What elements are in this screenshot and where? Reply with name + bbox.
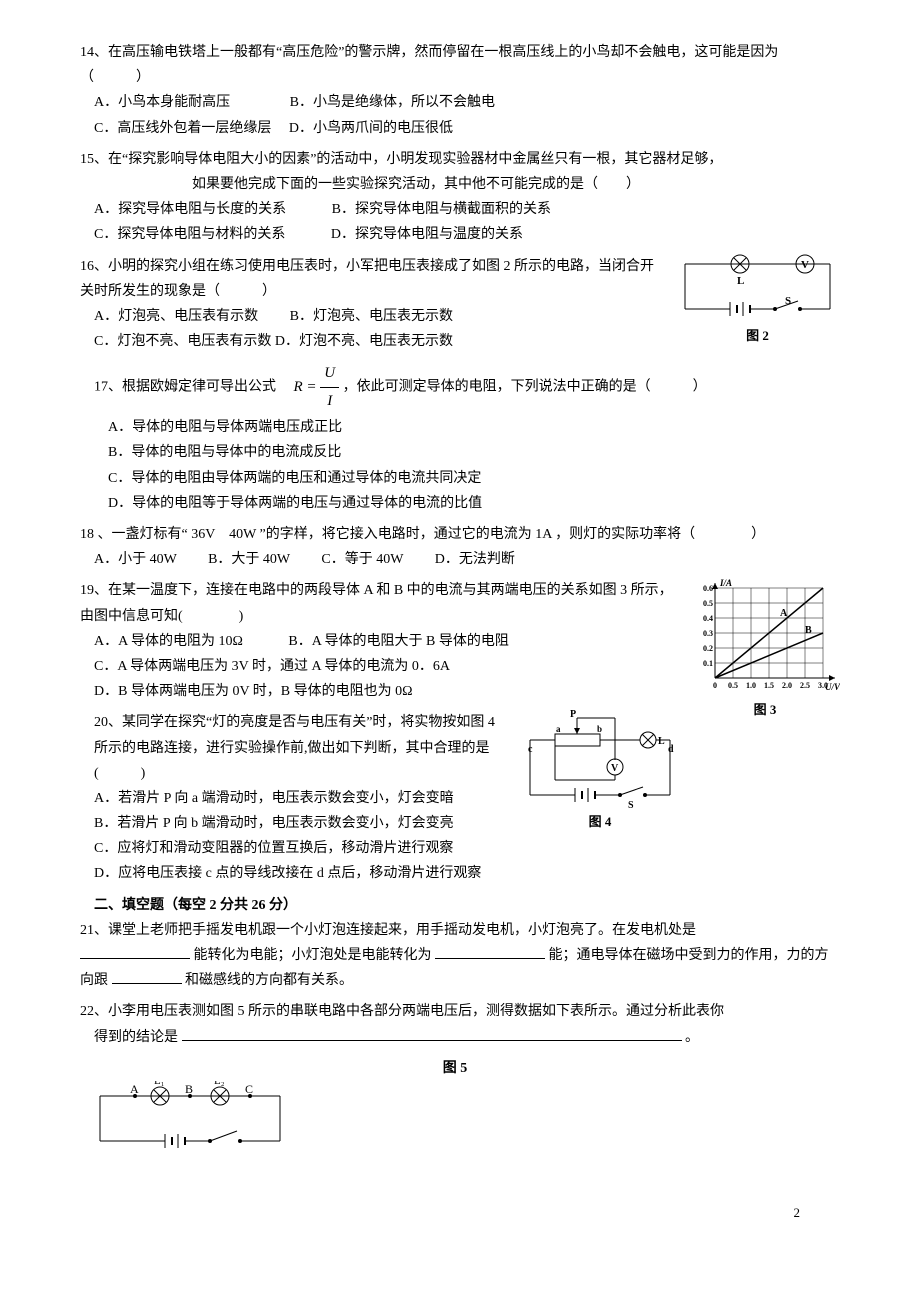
blank-2 — [435, 944, 545, 959]
svg-text:I/A: I/A — [719, 578, 732, 588]
figure-3: A B 0.1 0.2 0.3 0.4 0.5 0.6 0 0.5 1.0 1.… — [690, 578, 840, 721]
q16-optC: C．灯泡不亮、电压表有示数 — [94, 334, 271, 349]
q17-optD: D．导体的电阻等于导体两端的电压与通过导体的电流的比值 — [94, 491, 840, 516]
svg-text:S: S — [628, 800, 634, 810]
q14-optA: A．小鸟本身能耐高压 — [94, 95, 230, 110]
svg-text:a: a — [556, 724, 561, 734]
svg-text:L: L — [658, 736, 665, 747]
q22: 22、小李用电压表测如图 5 所示的串联电路中各部分两端电压后，测得数据如下表所… — [80, 999, 840, 1049]
q17: 17、根据欧姆定律可导出公式 R = U I ，依此可测定导体的电阻，下列说法中… — [80, 360, 840, 516]
figure-5: 图 5 A L₁ B L₂ C — [80, 1056, 840, 1161]
svg-text:A: A — [130, 1082, 139, 1096]
q15: 15、在“探究影响导体电阻大小的因素”的活动中，小明发现实验器材中金属丝只有一根… — [80, 147, 840, 248]
svg-text:0.5: 0.5 — [728, 681, 738, 690]
q22-p1: 22、小李用电压表测如图 5 所示的串联电路中各部分两端电压后，测得数据如下表所… — [80, 999, 840, 1024]
svg-text:1.0: 1.0 — [746, 681, 756, 690]
svg-text:0: 0 — [713, 681, 717, 690]
section-2-title: 二、填空题（每空 2 分共 26 分） — [80, 893, 840, 918]
svg-text:d: d — [668, 744, 674, 755]
q15-optB: B．探究导体电阻与横截面积的关系 — [332, 202, 551, 217]
figure-2: S L V 图 2 — [675, 254, 840, 347]
svg-text:c: c — [528, 744, 533, 755]
formula-lhs: R = — [294, 374, 317, 401]
blank-1 — [80, 944, 190, 959]
formula-den: I — [320, 388, 339, 415]
q15-text: 15、在“探究影响导体电阻大小的因素”的活动中，小明发现实验器材中金属丝只有一根… — [80, 147, 840, 172]
svg-text:0.5: 0.5 — [703, 599, 713, 608]
q14-text: 14、在高压输电铁塔上一般都有“高压危险”的警示牌，然而停留在一根高压线上的小鸟… — [80, 40, 840, 90]
q16-optD: D．灯泡不亮、电压表无示数 — [275, 334, 453, 349]
q15-text2: 如果要他完成下面的一些实验探究活动，其中他不可能完成的是（ ） — [80, 172, 840, 197]
fig4-caption: 图 4 — [520, 810, 680, 833]
q19-optA: A．A 导体的电阻为 10Ω — [94, 634, 243, 649]
svg-text:1.5: 1.5 — [764, 681, 774, 690]
fig5-caption: 图 5 — [443, 1061, 468, 1076]
q19: A B 0.1 0.2 0.3 0.4 0.5 0.6 0 0.5 1.0 1.… — [80, 578, 840, 704]
svg-text:0.1: 0.1 — [703, 659, 713, 668]
q16-optA: A．灯泡亮、电压表有示数 — [94, 309, 258, 324]
q22-p2: 得到的结论是 — [94, 1030, 178, 1045]
svg-text:0.3: 0.3 — [703, 629, 713, 638]
q20-optB: B．若滑片 P 向 b 端滑动时，电压表示数会变小，灯会变亮 — [80, 811, 840, 836]
figure-4: S c P a b V — [520, 710, 680, 833]
svg-text:0.4: 0.4 — [703, 614, 713, 623]
page-number: 2 — [80, 1201, 840, 1224]
q20-optD: D．应将电压表接 c 点的导线改接在 d 点后，移动滑片进行观察 — [80, 861, 840, 886]
q21-p2: 能转化为电能；小灯泡处是电能转化为 — [194, 948, 432, 963]
q18-optA: A．小于 40W — [94, 552, 177, 567]
svg-text:C: C — [245, 1082, 253, 1096]
svg-text:2.0: 2.0 — [782, 681, 792, 690]
svg-text:B: B — [805, 625, 812, 636]
q18-text: 18 、一盏灯标有“ 36V 40W ”的字样，将它接入电路时，通过它的电流为 … — [80, 522, 840, 547]
svg-text:0.2: 0.2 — [703, 644, 713, 653]
q22-period: 。 — [685, 1030, 699, 1045]
formula-r-ui: R = U I — [294, 360, 340, 415]
svg-text:2.5: 2.5 — [800, 681, 810, 690]
q19-optB: B．A 导体的电阻大于 B 导体的电阻 — [288, 634, 509, 649]
svg-text:V: V — [611, 763, 619, 774]
q14: 14、在高压输电铁塔上一般都有“高压危险”的警示牌，然而停留在一根高压线上的小鸟… — [80, 40, 840, 141]
q20-optC: C．应将灯和滑动变阻器的位置互换后，移动滑片进行观察 — [80, 836, 840, 861]
fig2-s-label: S — [785, 295, 791, 307]
q21-p1: 21、课堂上老师把手摇发电机跟一个小灯泡连接起来，用手摇动发电机，小灯泡亮了。在… — [80, 923, 696, 938]
fig2-v-label: V — [801, 259, 809, 271]
svg-text:L₁: L₁ — [154, 1081, 165, 1087]
fig2-l-label: L — [737, 275, 744, 287]
svg-text:B: B — [185, 1082, 193, 1096]
q14-optB: B．小鸟是绝缘体，所以不会触电 — [290, 95, 495, 110]
q14-optC: C．高压线外包着一层绝缘层 — [94, 121, 271, 136]
q15-optA: A．探究导体电阻与长度的关系 — [94, 202, 286, 217]
blank-3 — [112, 969, 182, 984]
q15-optD: D．探究导体电阻与温度的关系 — [331, 227, 523, 242]
svg-text:A: A — [780, 608, 788, 619]
q18-optD: D．无法判断 — [435, 552, 515, 567]
q18-optC: C．等于 40W — [321, 552, 403, 567]
fig2-caption: 图 2 — [675, 324, 840, 347]
q14-optD: D．小鸟两爪间的电压很低 — [289, 121, 453, 136]
q17-pre: 17、根据欧姆定律可导出公式 — [94, 380, 276, 395]
q20-optA: A．若滑片 P 向 a 端滑动时，电压表示数会变小，灯会变暗 — [80, 786, 840, 811]
q17-optB: B．导体的电阻与导体中的电流成反比 — [94, 440, 840, 465]
q17-post: ，依此可测定导体的电阻，下列说法中正确的是（ ） — [343, 380, 707, 395]
fig3-caption: 图 3 — [690, 698, 840, 721]
formula-num: U — [320, 360, 339, 388]
q21: 21、课堂上老师把手摇发电机跟一个小灯泡连接起来，用手摇动发电机，小灯泡亮了。在… — [80, 918, 840, 994]
q16: S L V 图 2 16、小明的探究小组在练习使用电压表时，小军把电压表接成了如… — [80, 254, 840, 355]
q18-optB: B．大于 40W — [208, 552, 290, 567]
q20: S c P a b V — [80, 710, 840, 886]
q21-p4: 和磁感线的方向都有关系。 — [185, 973, 353, 988]
svg-text:P: P — [570, 710, 576, 720]
svg-text:U/V: U/V — [825, 682, 840, 692]
q17-optC: C．导体的电阻由导体两端的电压和通过导体的电流共同决定 — [94, 466, 840, 491]
blank-4 — [182, 1026, 682, 1041]
q15-optC: C．探究导体电阻与材料的关系 — [94, 227, 285, 242]
q16-optB: B．灯泡亮、电压表无示数 — [290, 309, 453, 324]
svg-text:b: b — [597, 724, 602, 734]
q18: 18 、一盏灯标有“ 36V 40W ”的字样，将它接入电路时，通过它的电流为 … — [80, 522, 840, 572]
svg-text:0.6: 0.6 — [703, 584, 713, 593]
q17-optA: A．导体的电阻与导体两端电压成正比 — [94, 415, 840, 440]
svg-text:L₂: L₂ — [214, 1081, 225, 1087]
